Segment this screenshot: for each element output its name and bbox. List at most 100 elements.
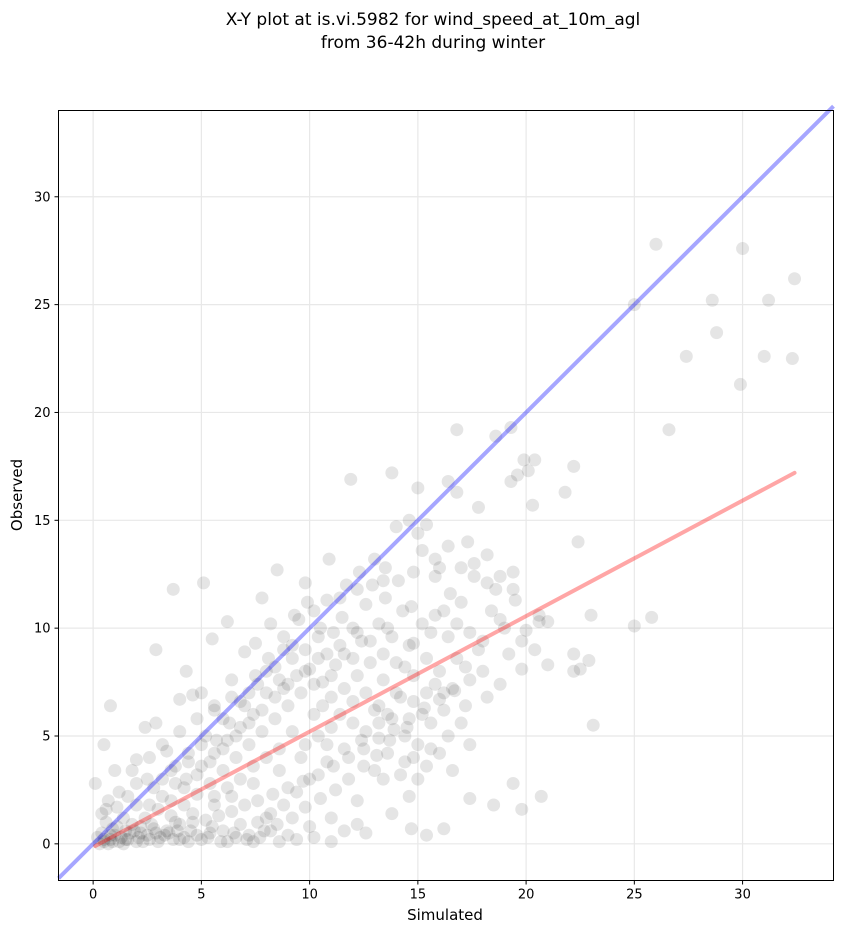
data-point-232 (502, 647, 516, 661)
data-point-396 (476, 634, 490, 648)
data-point-129 (112, 835, 126, 849)
data-point-161 (290, 669, 304, 683)
data-point-119 (229, 830, 243, 844)
data-point-125 (153, 830, 167, 844)
data-point-2 (788, 272, 802, 286)
data-point-320 (214, 835, 228, 849)
data-point-19 (528, 453, 542, 467)
data-point-403 (363, 634, 377, 648)
data-point-272 (320, 647, 334, 661)
data-point-342 (300, 595, 314, 609)
data-point-12 (450, 423, 464, 437)
axis-ticks: 0 5 10 15 20 25 30 0 5 10 15 20 25 30 (34, 190, 751, 902)
data-point-52 (532, 615, 546, 629)
data-point-417 (181, 755, 195, 769)
data-point-368 (207, 789, 221, 803)
data-point-393 (441, 630, 455, 644)
y-tick-label-0: 0 (42, 837, 50, 852)
data-point-158 (463, 673, 477, 687)
data-point-101 (407, 636, 421, 650)
data-point-409 (285, 638, 299, 652)
data-point-203 (106, 822, 120, 836)
data-point-278 (398, 729, 412, 743)
data-point-189 (207, 798, 221, 812)
data-point-137 (160, 824, 174, 838)
data-point-324 (264, 824, 278, 838)
data-point-341 (287, 608, 301, 622)
data-point-100 (396, 604, 410, 618)
x-tick-label-4: 20 (518, 888, 535, 903)
data-point-146 (281, 781, 295, 795)
data-point-71 (463, 792, 477, 806)
data-point-93 (307, 604, 321, 618)
data-point-127 (132, 830, 146, 844)
data-point-162 (303, 662, 317, 676)
data-point-196 (216, 712, 230, 726)
data-point-36 (322, 552, 336, 566)
data-point-248 (225, 690, 239, 704)
y-axis-label: Observed (8, 459, 26, 531)
data-point-174 (164, 809, 178, 823)
data-point-109 (370, 748, 384, 762)
data-point-247 (242, 686, 256, 700)
data-point-288 (194, 833, 208, 847)
data-point-172 (190, 787, 204, 801)
data-point-406 (324, 669, 338, 683)
data-point-11 (662, 423, 676, 437)
data-point-420 (142, 798, 156, 812)
data-point-254 (125, 764, 139, 777)
data-point-102 (420, 651, 434, 665)
data-point-139 (186, 815, 200, 829)
data-point-353 (441, 539, 455, 553)
data-point-339 (261, 651, 275, 665)
data-point-274 (346, 651, 360, 665)
data-point-382 (320, 755, 334, 769)
data-point-22 (567, 459, 581, 473)
data-point-164 (329, 658, 343, 672)
data-point-381 (433, 746, 447, 760)
data-point-182 (368, 703, 382, 717)
data-point-64 (586, 718, 600, 732)
data-point-198 (181, 746, 195, 760)
data-point-252 (155, 738, 169, 752)
data-point-85 (194, 686, 208, 700)
data-point-397 (458, 660, 472, 674)
data-point-78 (129, 753, 143, 767)
fit-line (93, 470, 797, 848)
data-point-144 (251, 794, 265, 808)
data-point-311 (158, 828, 172, 842)
data-point-395 (463, 625, 477, 639)
data-point-61 (582, 654, 596, 667)
data-point-384 (290, 785, 304, 799)
x-tick-label-5: 25 (626, 888, 643, 903)
data-point-408 (298, 664, 312, 678)
data-point-357 (493, 569, 507, 583)
data-point-23 (558, 485, 572, 499)
data-point-346 (352, 565, 366, 579)
data-point-338 (248, 669, 262, 683)
data-point-59 (541, 658, 555, 672)
data-point-32 (461, 535, 475, 549)
data-point-208 (437, 604, 451, 618)
data-point-287 (184, 824, 198, 838)
data-point-168 (242, 738, 256, 752)
grid (58, 110, 834, 881)
data-point-4 (762, 293, 776, 307)
data-point-157 (448, 684, 462, 698)
data-point-58 (515, 662, 529, 676)
data-point-291 (233, 817, 247, 831)
title-line-1: X-Y plot at is.vi.5982 for wind_speed_at… (226, 10, 641, 30)
data-point-259 (151, 802, 165, 816)
data-point-153 (387, 723, 401, 737)
data-point-35 (368, 552, 382, 566)
data-point-68 (506, 776, 520, 790)
data-point-47 (508, 593, 522, 607)
data-point-124 (166, 833, 180, 847)
data-point-333 (179, 772, 193, 786)
data-point-224 (385, 807, 399, 821)
data-point-159 (476, 664, 490, 678)
data-point-327 (110, 800, 124, 814)
data-point-6 (627, 298, 641, 312)
data-point-364 (259, 751, 273, 765)
data-point-386 (264, 807, 278, 821)
